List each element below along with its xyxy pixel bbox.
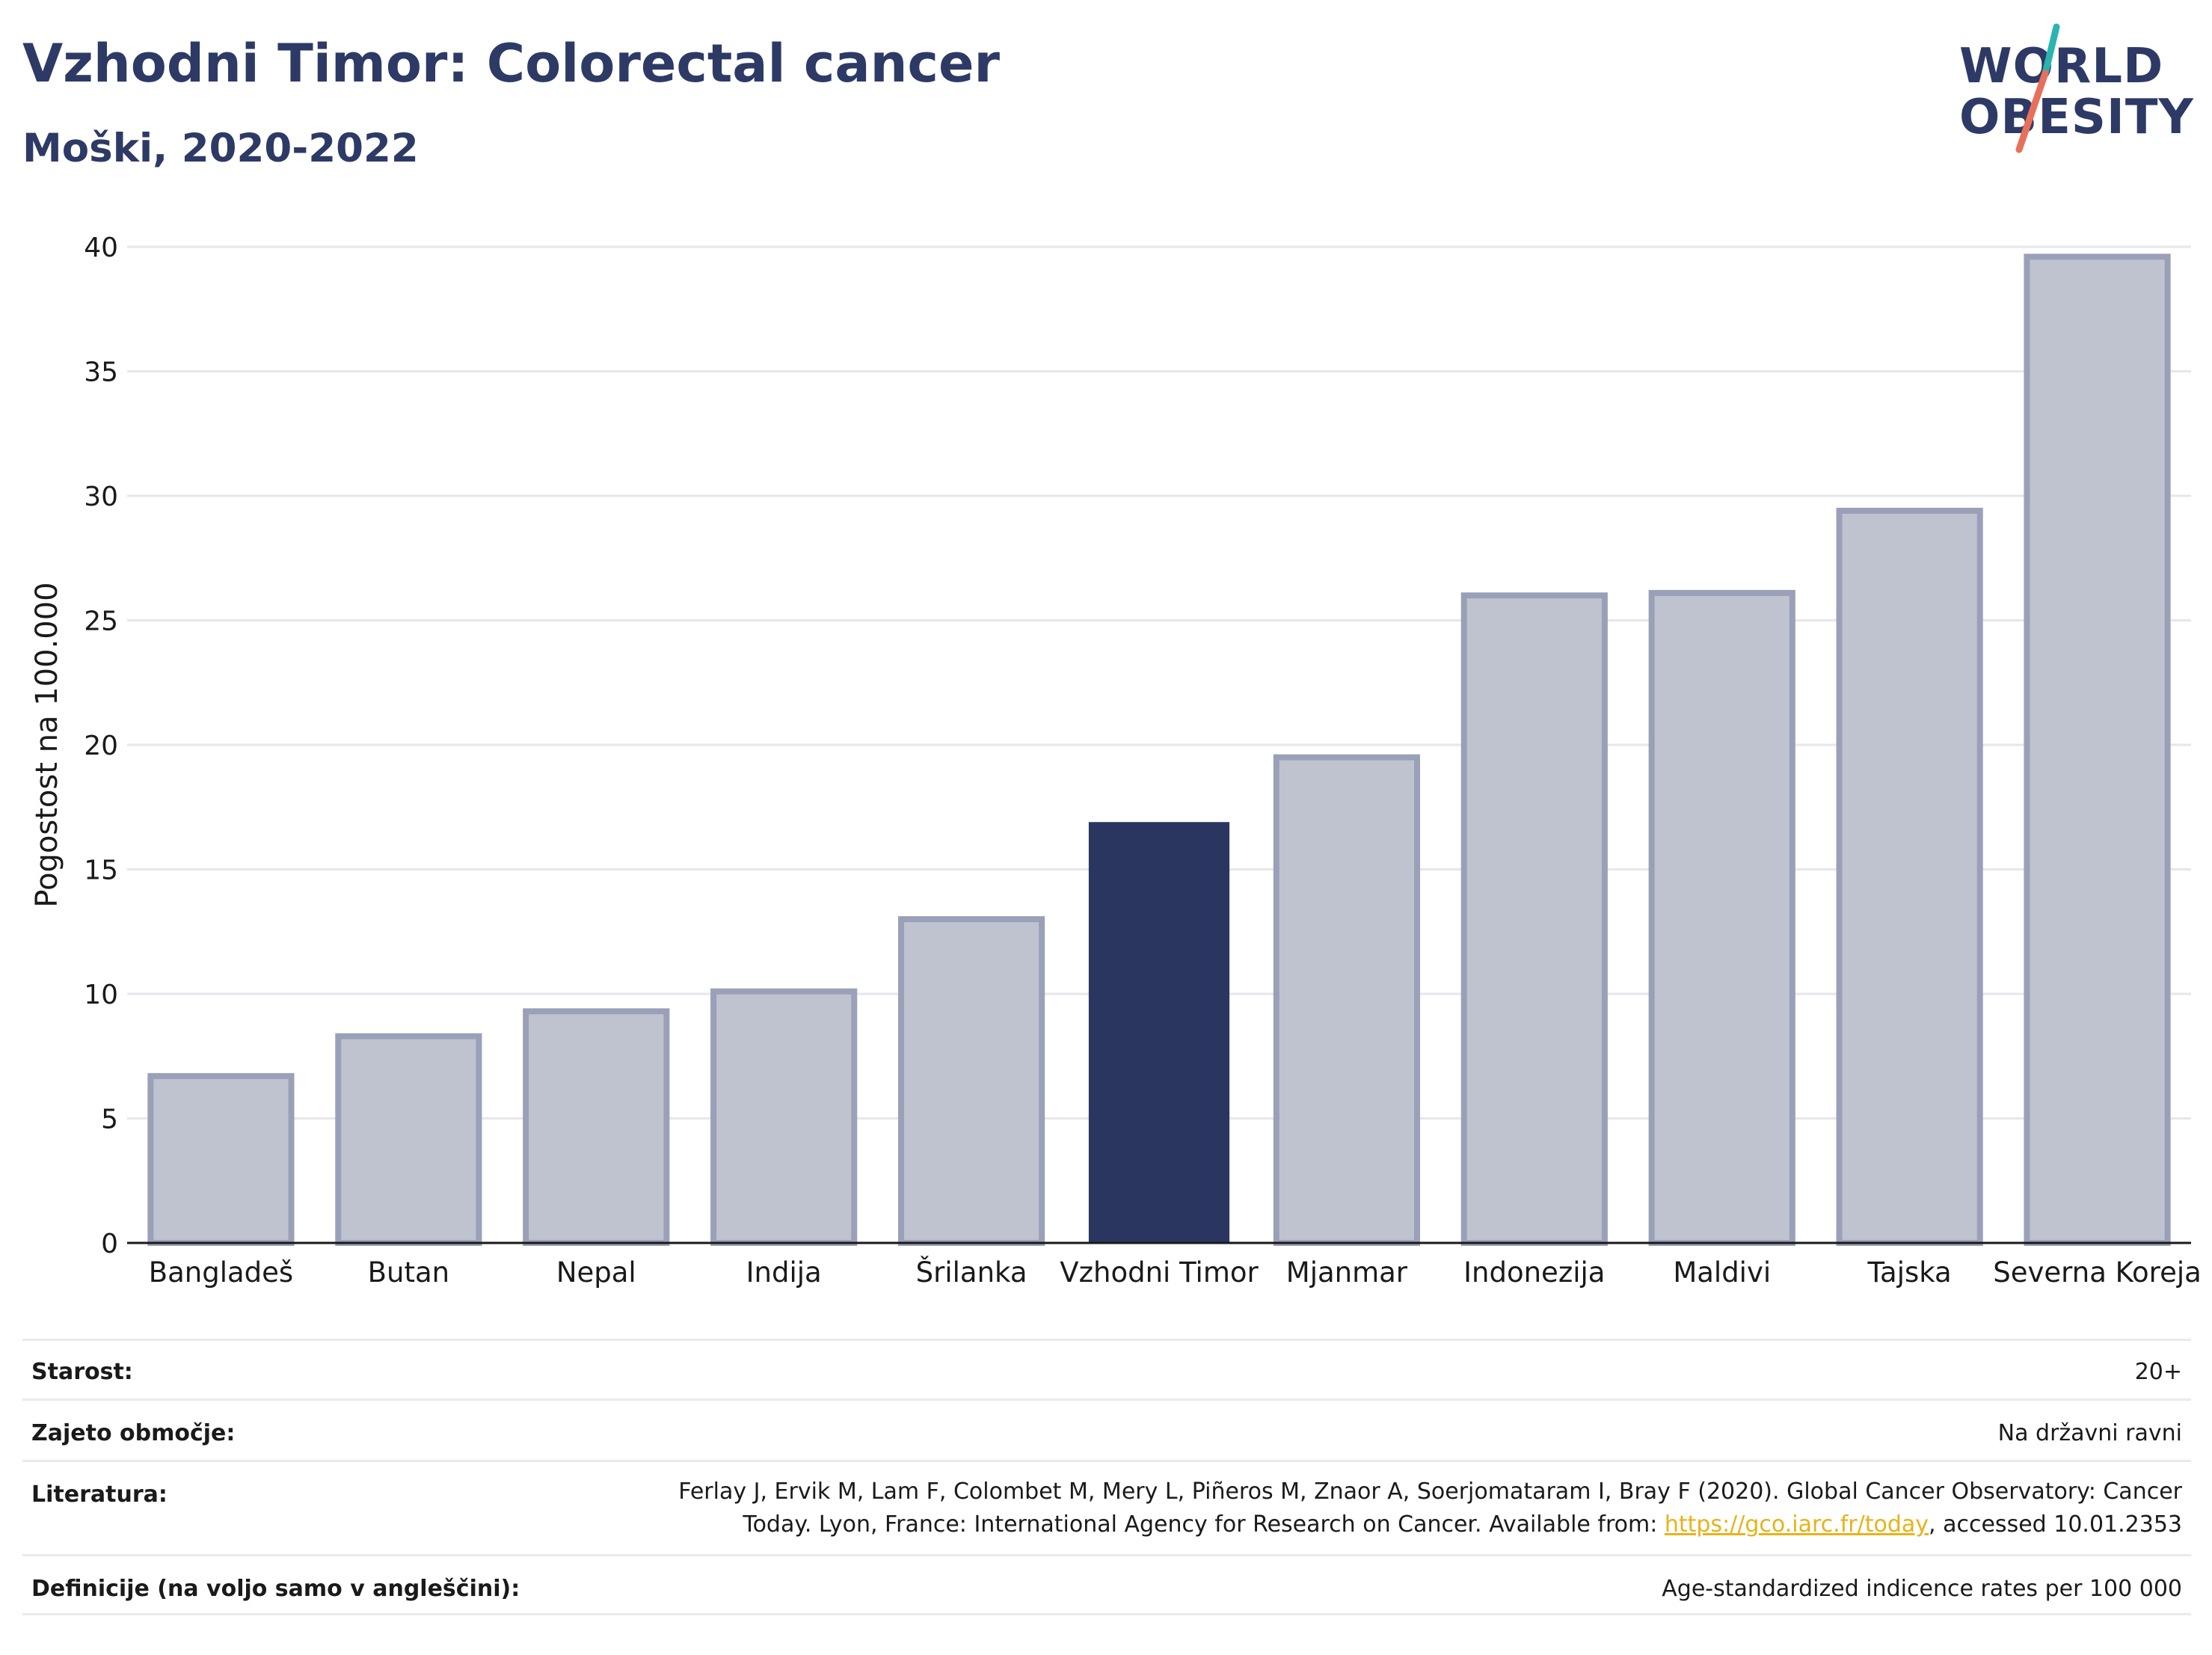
- literature-text: Ferlay J, Ervik M, Lam F, Colombet M, Me…: [678, 1479, 2182, 1538]
- x-tick-label: Mjanmar: [1286, 1256, 1408, 1289]
- x-tick-label: Nepal: [556, 1256, 636, 1289]
- logo-text-line1: WORLD: [1959, 39, 2164, 94]
- info-row-definitions: Definicije (na voljo samo v angleščini):…: [22, 1554, 2191, 1615]
- y-tick-label: 15: [84, 856, 118, 886]
- info-row-literature: Literatura: Ferlay J, Ervik M, Lam F, Co…: [22, 1460, 2191, 1554]
- literature-value: Ferlay J, Ervik M, Lam F, Colombet M, Me…: [627, 1476, 2182, 1541]
- y-tick-label: 40: [84, 233, 118, 263]
- logo-slash-icon: [2015, 23, 2060, 153]
- bar-chart: 0 5 10 15 20 25 30 35 40 Pogostost na 100.000 Bang…: [30, 233, 2202, 1289]
- info-row-age: Starost: 20+: [22, 1339, 2191, 1398]
- bar: [898, 916, 1045, 1246]
- literature-label: Literatura:: [31, 1481, 168, 1508]
- chart-subtitle: Moški, 2020-2022: [22, 126, 419, 171]
- definitions-value: Age-standardized indicence rates per 100…: [1662, 1576, 2182, 1602]
- bar: [2024, 254, 2171, 1247]
- x-tick-label: Bangladeš: [149, 1256, 293, 1289]
- bar: [147, 1072, 295, 1247]
- info-table: Starost: 20+ Zajeto območje: Na državni …: [22, 1339, 2191, 1615]
- chart-title: Vzhodni Timor: Colorectal cancer: [22, 33, 1000, 94]
- y-tick-label: 20: [84, 731, 118, 761]
- bar: [710, 988, 858, 1247]
- definitions-label: Definicije (na voljo samo v angleščini):: [31, 1576, 520, 1602]
- y-tick-label: 0: [101, 1229, 118, 1259]
- y-tick-label: 35: [84, 357, 118, 388]
- x-tick-label: Vzhodni Timor: [1060, 1256, 1259, 1289]
- bar: [335, 1033, 482, 1246]
- x-tick-label: Severna Koreja: [1993, 1256, 2202, 1289]
- x-tick-label: Šrilanka: [916, 1256, 1027, 1289]
- world-obesity-logo: WORLD OBESITY: [1944, 21, 2199, 163]
- x-tick-label: Maldivi: [1673, 1256, 1771, 1289]
- bar: [1460, 592, 1608, 1246]
- bar: [1273, 754, 1421, 1246]
- y-tick-label: 5: [101, 1105, 118, 1135]
- y-tick-label: 30: [84, 482, 118, 512]
- x-tick-label: Tajska: [1867, 1256, 1952, 1289]
- y-tick-label: 10: [84, 980, 118, 1010]
- logo-text-line2: OBESITY: [1959, 90, 2194, 145]
- x-tick-label: Butan: [368, 1256, 449, 1289]
- x-tick-label: Indonezija: [1463, 1256, 1605, 1289]
- coverage-label: Zajeto območje:: [31, 1420, 236, 1446]
- literature-link[interactable]: https://gco.iarc.fr/today: [1664, 1511, 1929, 1538]
- bar: [1836, 507, 1983, 1247]
- bar: [523, 1008, 670, 1247]
- x-tick-label: Indija: [746, 1256, 822, 1289]
- age-label: Starost:: [31, 1359, 133, 1385]
- bar: [1648, 589, 1795, 1246]
- age-value: 20+: [2134, 1359, 2182, 1385]
- y-tick-label: 25: [84, 607, 118, 637]
- info-row-coverage: Zajeto območje: Na državni ravni: [22, 1398, 2191, 1460]
- literature-accessed: , accessed 10.01.2353: [1929, 1511, 2182, 1538]
- y-axis-label: Pogostost na 100.000: [30, 582, 64, 907]
- coverage-value: Na državni ravni: [1997, 1420, 2182, 1446]
- bar-highlight: [1088, 822, 1230, 1243]
